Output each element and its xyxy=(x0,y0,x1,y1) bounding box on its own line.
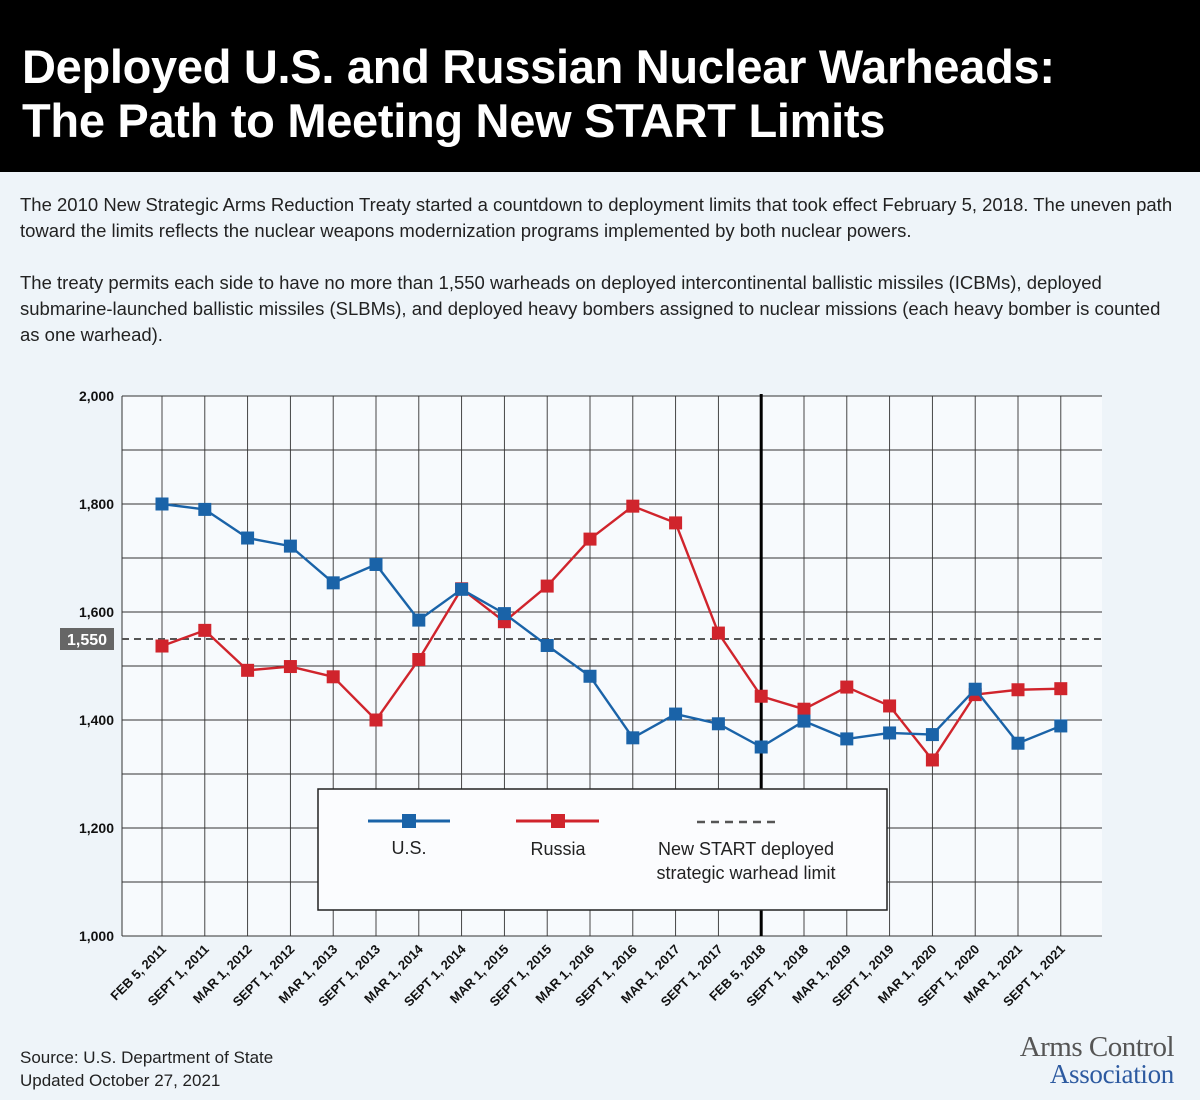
us-data-point xyxy=(369,557,383,571)
us-data-point xyxy=(198,502,212,516)
us-data-point xyxy=(669,707,683,721)
legend-russia-marker xyxy=(551,814,565,828)
title-line-1: Deployed U.S. and Russian Nuclear Warhea… xyxy=(22,40,1055,93)
russia-data-point xyxy=(583,532,597,546)
russia-data-point xyxy=(669,516,683,530)
intro-text: The 2010 New Strategic Arms Reduction Tr… xyxy=(20,192,1185,374)
russia-data-point xyxy=(369,713,383,727)
logo-line-2: Association xyxy=(1049,1059,1174,1089)
source-note: Source: U.S. Department of State Updated… xyxy=(20,1046,273,1092)
legend-russia-label: Russia xyxy=(530,839,586,859)
us-data-point xyxy=(925,728,939,742)
legend-us-label: U.S. xyxy=(391,838,426,858)
russia-data-point xyxy=(241,663,255,677)
russia-data-point xyxy=(198,623,212,637)
russia-data-point xyxy=(326,670,340,684)
intro-paragraph-2: The treaty permits each side to have no … xyxy=(20,272,1161,345)
y-tick-label: 1,200 xyxy=(79,820,114,836)
y-tick-label: 2,000 xyxy=(79,388,114,404)
legend-limit-label-line-1: New START deployed xyxy=(658,839,834,859)
russia-data-point xyxy=(540,579,554,593)
us-data-point xyxy=(412,613,426,627)
legend-limit-label-line-2: strategic warhead limit xyxy=(656,863,835,883)
y-tick-label: 1,400 xyxy=(79,712,114,728)
us-data-point xyxy=(754,740,768,754)
us-data-point xyxy=(326,576,340,590)
page-title: Deployed U.S. and Russian Nuclear Warhea… xyxy=(22,40,1055,148)
intro-paragraph-1: The 2010 New Strategic Arms Reduction Tr… xyxy=(20,194,1173,241)
russia-data-point xyxy=(283,660,297,674)
russia-data-point xyxy=(840,680,854,694)
warheads-line-chart: 1,000 1,200 1,400 1,600 1,800 2,000 1,550 U.S. R… xyxy=(60,388,1102,1009)
title-banner: Deployed U.S. and Russian Nuclear Warhea… xyxy=(0,0,1200,172)
us-data-point xyxy=(626,731,640,745)
russia-data-point xyxy=(626,499,640,513)
y-tick-label: 1,800 xyxy=(79,496,114,512)
arms-control-association-logo: Arms Control Association xyxy=(1019,1031,1175,1089)
us-data-point xyxy=(241,531,255,545)
us-data-point xyxy=(540,638,554,652)
us-data-point xyxy=(497,607,511,621)
us-data-point xyxy=(1011,736,1025,750)
us-data-point xyxy=(155,497,169,511)
us-data-point xyxy=(968,682,982,696)
us-series-line xyxy=(161,502,1062,749)
us-data-point xyxy=(797,714,811,728)
russia-data-point xyxy=(797,702,811,716)
title-line-2: The Path to Meeting New START Limits xyxy=(22,94,886,147)
russia-data-point xyxy=(1011,683,1025,697)
russia-data-point xyxy=(925,753,939,767)
logo-line-1: Arms Control xyxy=(1019,1031,1175,1063)
us-data-point xyxy=(840,732,854,746)
y-tick-label: 1,600 xyxy=(79,604,114,620)
legend-us-marker xyxy=(402,814,416,828)
russia-data-point xyxy=(754,689,768,703)
us-data-point xyxy=(1054,719,1068,733)
limit-tag-label: 1,550 xyxy=(67,632,107,649)
us-data-point xyxy=(583,669,597,683)
russia-data-point xyxy=(155,639,169,653)
us-data-point xyxy=(455,582,469,596)
limit-value-tag: 1,550 xyxy=(60,628,114,650)
russia-data-point xyxy=(883,699,897,713)
russia-data-point xyxy=(412,653,426,667)
source-text: Source: U.S. Department of State xyxy=(20,1048,274,1067)
us-data-point xyxy=(883,726,897,740)
chart-legend: U.S. Russia New START deployed strategic wa… xyxy=(317,788,888,911)
updated-text: Updated October 27, 2021 xyxy=(20,1071,221,1090)
russia-data-point xyxy=(1054,682,1068,696)
us-data-point xyxy=(711,717,725,731)
russia-data-point xyxy=(711,626,725,640)
y-tick-label: 1,000 xyxy=(79,928,114,944)
us-data-point xyxy=(283,539,297,553)
legend-box xyxy=(317,788,888,911)
limit-tag-background xyxy=(60,628,114,650)
